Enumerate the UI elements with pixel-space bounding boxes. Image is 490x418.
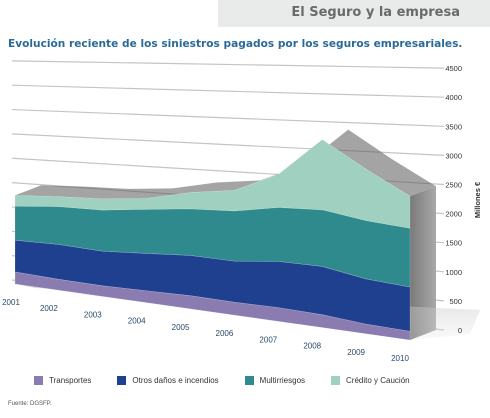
legend-label: Crédito y Caución [346,375,410,385]
y-tick-label-1: 500 [449,297,462,306]
legend-label: Multirriesgos [259,375,306,385]
legend-label: Otros daños e incendios [132,375,219,385]
legend-item-multirriesgos: Multirriesgos [244,375,306,385]
x-tick-label-2007: 2007 [259,335,277,344]
y-tick-label-9: 4500 [445,64,462,73]
y-tick-label-0: 0 [458,326,462,335]
legend-swatch [244,375,254,385]
x-axis-ticks: 2001 2002 2003 2004 2005 2006 2007 2008 2009 2010 [2,298,409,363]
header-bar: El Seguro y la empresa [218,0,490,27]
x-tick-label-2009: 2009 [347,348,365,357]
y-tick-label-3: 1500 [445,239,462,248]
x-tick-label-2003: 2003 [84,310,102,319]
x-tick-label-2006: 2006 [216,329,234,338]
legend-item-transportes: Transportes [34,375,92,385]
chart-title: Evolución reciente de los siniestros pag… [8,38,463,50]
y-tick-label-7: 3500 [445,122,462,131]
area-multirriesgos [14,205,411,288]
source-note: Fuente: DGSFP. [8,401,52,407]
x-tick-label-2002: 2002 [40,304,58,313]
area-right-side [410,186,436,340]
legend-item-credito-caucion: Crédito y Caución [331,375,410,385]
gridline-7 [11,108,445,127]
y-axis-label-group: Millones € [473,181,482,218]
area-series [14,139,411,341]
y-tick-label-6: 3000 [445,151,462,160]
legend-item-otros-danos: Otros daños e incendios [117,375,219,385]
gridline-9 [11,60,445,69]
y-axis-label: Millones € [473,181,482,218]
y-tick-label-2: 1000 [445,268,462,277]
legend-swatch [331,375,341,385]
legend-label: Transportes [49,375,92,385]
y-axis-ticks: 0 500 1000 1500 2000 2500 3000 3500 4000 4500 [445,64,462,335]
x-tick-label-2004: 2004 [128,317,146,326]
section-title: El Seguro y la empresa [291,5,460,20]
area-credito-y-caucion [14,139,411,229]
y-tick-label-4: 2000 [445,210,462,219]
y-tick-label-5: 2500 [445,181,462,190]
legend-swatch [117,375,127,385]
legend-swatch [34,375,43,385]
x-tick-label-2010: 2010 [391,354,409,363]
x-tick-label-2001: 2001 [2,298,20,307]
gridline-8 [11,84,445,98]
x-tick-label-2005: 2005 [172,323,190,332]
legend: Transportes Otros daños e incendios Mult… [34,373,436,387]
x-tick-label-2008: 2008 [303,342,321,351]
area-top-face [15,129,436,199]
y-tick-label-8: 4000 [445,93,462,102]
